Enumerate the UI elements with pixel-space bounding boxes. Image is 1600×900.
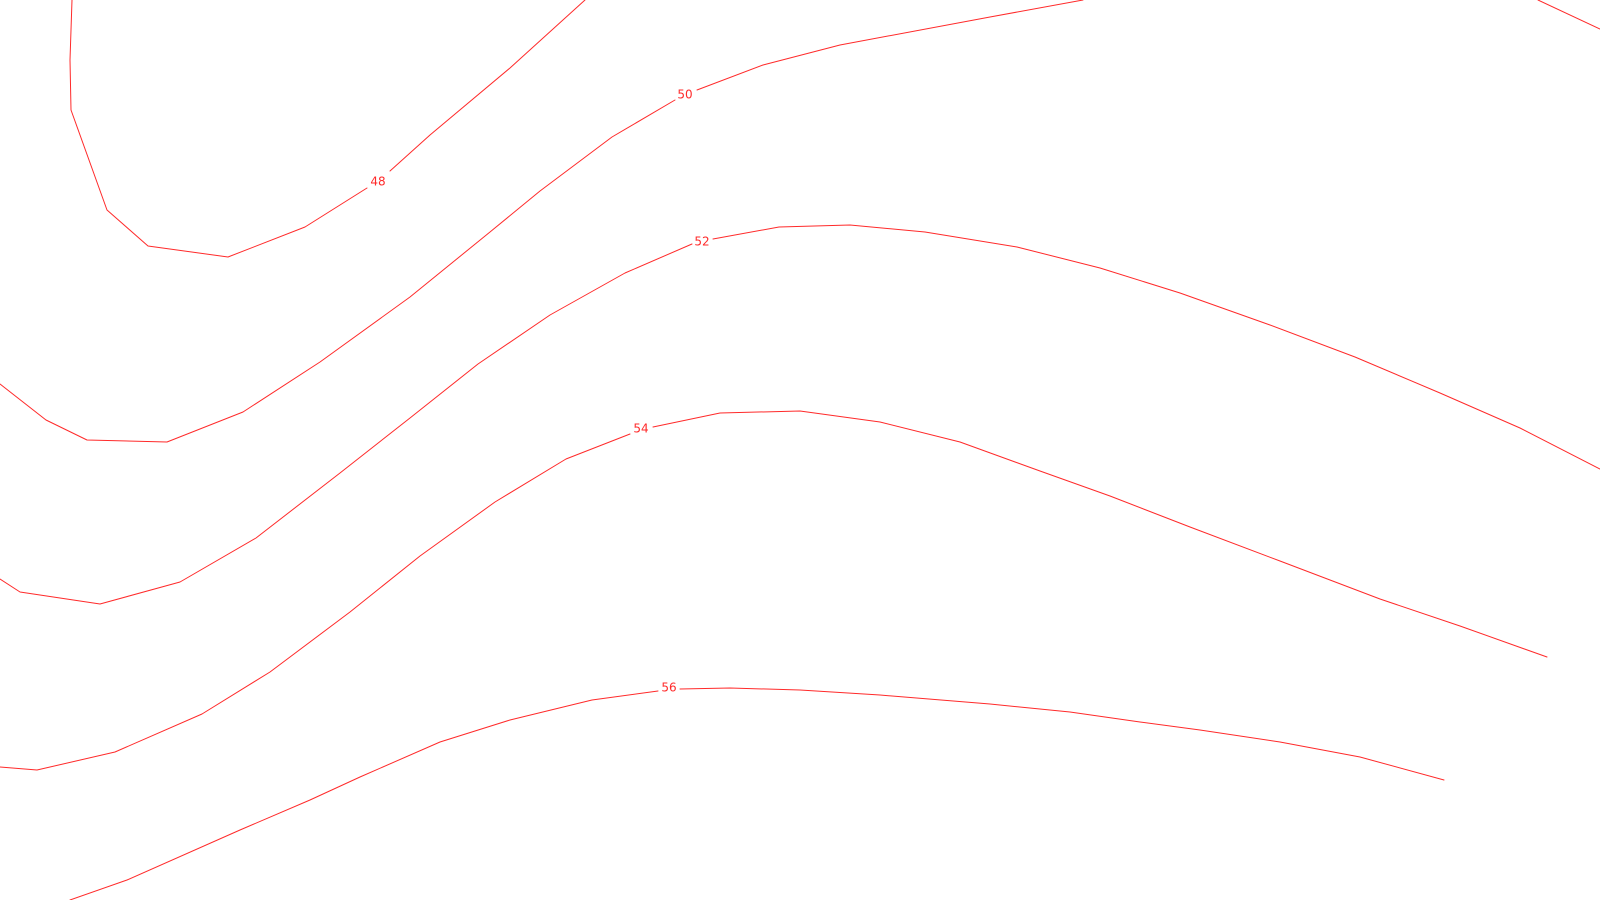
contour-50: 50 [0,0,1600,443]
contour-line-50 [0,99,676,443]
contour-48: 48 [69,0,586,258]
contour-56: 56 [69,681,1445,900]
contour-label-56: 56 [661,681,676,695]
contour-line-48-cont [389,0,586,172]
contour-label-48: 48 [370,175,385,189]
contour-line-50-cont [696,0,1084,91]
contour-line-56-cont [679,687,1445,781]
contour-line-54-cont [652,410,1548,658]
contour-52: 52 [0,224,1600,605]
contour-line-54 [0,433,631,771]
contour-line-52 [0,243,693,605]
contour-line-48 [69,0,368,258]
contour-label-50: 50 [677,88,692,102]
contour-54: 54 [0,410,1548,771]
contour-line-50-east [1537,0,1600,30]
contour-line-52-cont [712,224,1600,470]
contour-label-52: 52 [694,235,709,249]
contour-label-54: 54 [633,422,648,436]
contour-line-56 [69,690,659,900]
